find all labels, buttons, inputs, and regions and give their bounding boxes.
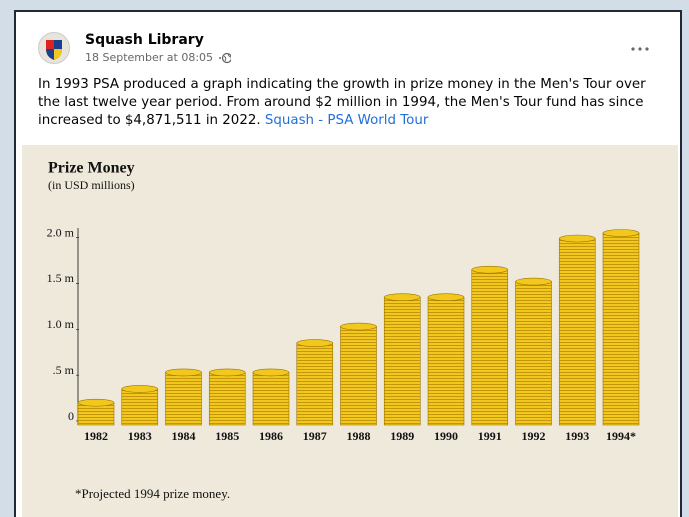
- more-menu[interactable]: [628, 44, 652, 54]
- chart-title: Prize Money: [48, 160, 135, 177]
- y-tick-label: 2.0 m: [47, 225, 75, 239]
- x-tick-label: 1986: [259, 429, 283, 443]
- coin-top: [471, 265, 509, 274]
- avatar[interactable]: [38, 32, 70, 64]
- coin-top: [515, 277, 552, 286]
- coin-top: [602, 229, 640, 237]
- y-tick-label: 1.5 m: [47, 271, 75, 285]
- avatar-quarter: [46, 40, 54, 49]
- coin-top: [383, 293, 421, 301]
- coin-top: [165, 368, 202, 377]
- x-tick-label: 1987: [303, 429, 327, 443]
- coin-stack: [383, 296, 421, 426]
- timestamp[interactable]: 18 September at 08:05: [85, 51, 214, 64]
- y-tick-label: .5 m: [53, 363, 75, 377]
- menu-dot: [645, 47, 649, 51]
- coin-top: [121, 385, 159, 393]
- coin-stack: [165, 372, 202, 426]
- coin-top: [252, 368, 290, 377]
- post-meta: 18 September at 08:05: [85, 51, 232, 64]
- x-tick-label: 1994*: [606, 429, 636, 443]
- post-card: Squash Library 18 September at 08:05 In …: [14, 10, 682, 517]
- coin-top: [208, 368, 246, 377]
- coin-top: [340, 322, 377, 331]
- author[interactable]: Squash Library: [85, 32, 204, 48]
- coin-stack: [558, 238, 596, 426]
- globe-lines: [223, 53, 232, 61]
- x-tick-label: 1991: [478, 429, 502, 443]
- post-body: In 1993 PSA produced a graph indicating …: [38, 77, 646, 128]
- x-tick-label: 1984: [172, 429, 196, 443]
- coin-stack: [296, 342, 334, 426]
- coin-stack: [340, 326, 377, 426]
- footnote: *Projected 1994 prize money.: [75, 486, 230, 501]
- coin-top: [427, 293, 465, 301]
- x-tick-label: 1993: [565, 429, 589, 443]
- avatar-quarter: [54, 49, 62, 60]
- menu-dot: [631, 47, 635, 51]
- separator-dot: [219, 56, 222, 59]
- coin-stack: [121, 388, 159, 426]
- coin-top: [77, 398, 115, 407]
- coin-stack: [427, 296, 465, 426]
- x-tick-label: 1985: [215, 429, 239, 443]
- menu-dot: [638, 47, 642, 51]
- x-tick-label: 1992: [522, 429, 546, 443]
- coin-top: [296, 339, 334, 347]
- x-tick-label: 1990: [434, 429, 458, 443]
- x-tick-label: 1982: [84, 429, 108, 443]
- coin-top: [558, 234, 596, 243]
- post-link[interactable]: Squash - PSA World Tour: [264, 113, 429, 128]
- audience-icon: [219, 52, 232, 63]
- y-tick-label: 1.0 m: [47, 317, 75, 331]
- chart-subtitle: (in USD millions): [48, 178, 135, 192]
- x-tick-label: 1983: [128, 429, 152, 443]
- coin-stack: [208, 372, 246, 426]
- coin-stack: [602, 232, 640, 426]
- coin-stack: [515, 281, 552, 426]
- y-tick-label: 0: [68, 409, 74, 423]
- chart-image: Prize Money (in USD millions) *Projected…: [22, 145, 678, 517]
- coin-stack: [471, 269, 509, 426]
- coin-stack: [252, 372, 290, 426]
- x-tick-label: 1989: [390, 429, 414, 443]
- post-text: In 1993 PSA produced a graph indicating …: [38, 76, 663, 130]
- globe: [221, 52, 232, 63]
- x-tick-label: 1988: [347, 429, 371, 443]
